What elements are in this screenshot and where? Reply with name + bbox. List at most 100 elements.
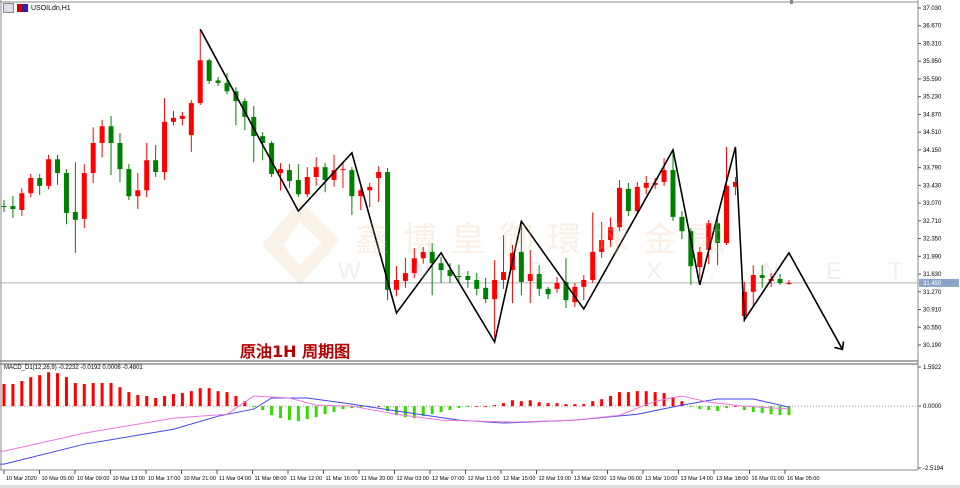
candle-body: [634, 186, 640, 211]
macd-histogram-bar: [403, 406, 407, 418]
candle: [28, 174, 34, 198]
zigzag-line: [199, 28, 844, 350]
candle-body: [46, 159, 52, 186]
time-tick-label: 16 Mar 01:00: [752, 476, 784, 482]
macd-tick-label: 1.5922: [923, 365, 942, 371]
macd-histogram-bar: [582, 404, 586, 407]
candle-body: [777, 278, 783, 283]
candle: [483, 277, 489, 304]
candle: [393, 266, 399, 297]
macd-histogram-bar: [47, 372, 51, 407]
candle: [518, 225, 524, 296]
candle: [661, 158, 667, 186]
macd-histogram-bar: [20, 381, 24, 407]
candle: [545, 286, 551, 300]
candle-body: [581, 279, 587, 287]
candle-body: [28, 177, 34, 194]
candle: [331, 154, 337, 187]
candle-body: [331, 170, 337, 180]
candle-body: [188, 103, 194, 136]
candle: [438, 256, 444, 283]
macd-histogram-bar: [136, 395, 140, 407]
annotation-label: 原油1H 周期图: [240, 342, 351, 361]
scroll-marker: [790, 0, 793, 4]
candle-body: [661, 170, 667, 182]
macd-histogram-bar: [56, 373, 60, 407]
macd-histogram-bar: [118, 387, 122, 407]
candle-body: [616, 187, 622, 228]
candle-body: [679, 216, 685, 232]
candle-body: [625, 188, 631, 211]
candle: [759, 265, 765, 288]
candle: [456, 264, 462, 283]
candle: [322, 163, 328, 193]
macd-histogram-bar: [38, 375, 42, 407]
candle-body: [108, 126, 114, 143]
bottom-bar: [0, 485, 960, 488]
time-tick-label: 13 Mar 06:00: [610, 476, 642, 482]
candle: [1, 200, 7, 212]
candle: [750, 265, 756, 308]
candle-body: [162, 121, 168, 173]
candle: [670, 149, 676, 221]
current-price-box: [919, 278, 959, 287]
time-tick-label: 10 Mar 21:00: [184, 476, 216, 482]
candle: [679, 210, 685, 240]
candle: [90, 127, 96, 183]
time-tick-label: 10 Mar 2020: [6, 476, 37, 482]
macd-histogram-bar: [305, 406, 309, 420]
candle: [126, 164, 132, 201]
macd-histogram-bar: [198, 388, 202, 407]
candle-body: [563, 281, 569, 301]
candle-body: [349, 170, 355, 197]
time-tick-label: 13 Mar 10:00: [645, 476, 677, 482]
candle-body: [367, 186, 373, 191]
macd-histogram-bar: [537, 402, 541, 407]
candle-body: [393, 279, 399, 290]
macd-histogram-bar: [519, 401, 523, 407]
price-tick-label: 32.710: [923, 219, 942, 225]
candle-body: [313, 167, 319, 177]
candle-body: [411, 258, 417, 274]
candle-body: [10, 206, 16, 210]
candle: [304, 167, 310, 198]
macd-histogram-bar: [252, 406, 256, 408]
candle: [349, 167, 355, 215]
candle-body: [215, 80, 221, 83]
macd-histogram-bar: [475, 406, 479, 407]
macd-histogram-bar: [64, 377, 68, 407]
candle: [224, 73, 230, 95]
price-tick-label: 37.030: [923, 6, 942, 12]
chart-title: USOILdn,H1: [3, 3, 71, 13]
candle: [55, 154, 61, 185]
price-tick-label: 31.270: [923, 290, 942, 296]
macd-histogram-bar: [359, 406, 363, 409]
candle-body: [135, 190, 141, 197]
candle: [724, 146, 730, 245]
candle-body: [144, 160, 150, 191]
time-tick-label: 12 Mar 19:00: [539, 476, 571, 482]
candle-body: [474, 279, 480, 289]
macd-histogram-bar: [751, 406, 755, 413]
candle-body: [197, 60, 203, 104]
candle: [63, 169, 69, 225]
price-tick-label: 34.870: [923, 112, 942, 118]
candle: [706, 219, 712, 265]
candle: [153, 144, 159, 177]
macd-histogram-bar: [314, 406, 318, 418]
time-tick-label: 12 Mar 07:00: [432, 476, 464, 482]
candle: [643, 176, 649, 195]
candle: [786, 279, 792, 285]
macd-histogram-bar: [493, 405, 497, 407]
candle-body: [518, 251, 524, 282]
macd-histogram-bar: [564, 404, 568, 407]
price-tick-label: 34.510: [923, 130, 942, 136]
price-tick-label: 36.670: [923, 24, 942, 30]
candle-body: [81, 173, 87, 219]
candle-body: [117, 142, 123, 170]
macd-histogram-bar: [279, 406, 283, 419]
macd-histogram-bar: [760, 406, 764, 413]
macd-histogram-bar: [644, 391, 648, 407]
candle-body: [206, 60, 212, 81]
